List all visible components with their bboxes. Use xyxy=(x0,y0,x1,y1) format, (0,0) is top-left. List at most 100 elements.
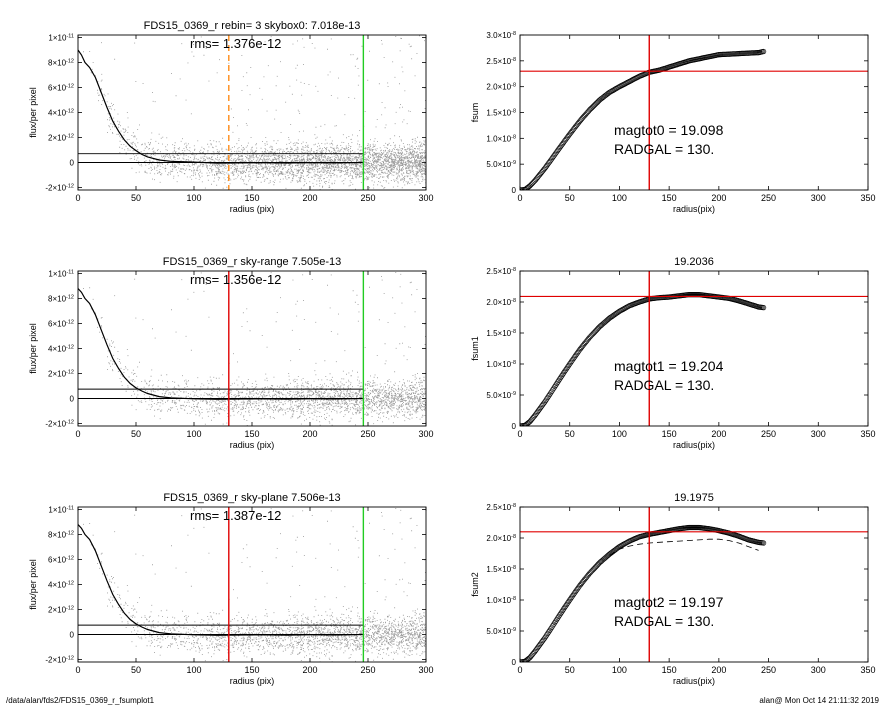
x-tick-label: 200 xyxy=(711,665,726,675)
mean-profile-line xyxy=(78,49,364,164)
fsum-point xyxy=(543,164,549,170)
fsum-point xyxy=(760,305,767,311)
x-tick-label: 250 xyxy=(761,429,776,439)
rms-annotation: rms= 1.387e-12 xyxy=(190,508,281,523)
x-tick-label: 50 xyxy=(565,665,575,675)
y-tick-label: 0 xyxy=(70,631,75,640)
y-axis-label: flux/per pixel xyxy=(28,559,38,610)
y-tick-label: 8×10-12 xyxy=(48,295,74,304)
fsum-point xyxy=(560,371,566,378)
y-tick-label: 5.0×10-9 xyxy=(486,627,516,636)
y-tick-label: 4×10-12 xyxy=(48,109,74,118)
y-tick-label: 2.0×10-8 xyxy=(486,298,516,307)
y-tick-label: 5.0×10-9 xyxy=(486,391,516,400)
y-tick-label: 3.0×10-8 xyxy=(486,31,516,40)
x-tick-label: 300 xyxy=(811,193,826,203)
rms-annotation: rms= 1.376e-12 xyxy=(190,36,281,51)
y-tick-label: 1.5×10-8 xyxy=(486,565,516,574)
panel-top-left: 0 50 100 150 200 250 300-2×10-1202×10-124×10-1… xyxy=(28,20,434,214)
chart-title: 19.1975 xyxy=(674,492,714,504)
y-tick-label: 2.0×10-8 xyxy=(486,534,516,543)
y-tick-label: 6×10-12 xyxy=(48,320,74,329)
x-tick-label: 150 xyxy=(662,193,677,203)
fsum-point xyxy=(559,373,565,379)
x-axis-label: radius(pix) xyxy=(673,676,715,686)
chart-title: FDS15_0369_r sky-plane 7.506e-13 xyxy=(163,492,340,504)
x-tick-label: 200 xyxy=(302,665,317,675)
y-tick-label: 1×10-11 xyxy=(48,34,74,43)
plot-frame xyxy=(519,270,869,427)
panel-middle-right: 0 50 100 150 200 250 300 350 0 5.0×10-9 1.0×10-8 1.… xyxy=(470,256,876,450)
x-tick-label: 200 xyxy=(302,429,317,439)
y-tick-label: 2×10-12 xyxy=(48,134,74,143)
x-tick-label: 300 xyxy=(418,429,433,439)
x-axis-label: radius (pix) xyxy=(230,676,275,686)
y-tick-label: 8×10-12 xyxy=(48,59,74,68)
plot-area xyxy=(78,271,426,426)
fsum-point xyxy=(760,48,767,55)
radgal-annotation: RADGAL = 130. xyxy=(614,377,714,393)
y-tick-label: 2×10-12 xyxy=(48,606,74,615)
plot-area xyxy=(520,271,868,426)
radgal-annotation: RADGAL = 130. xyxy=(614,613,714,629)
x-axis-label: radius(pix) xyxy=(673,440,715,450)
x-tick-label: 50 xyxy=(565,193,575,203)
y-tick-label: 2.0×10-8 xyxy=(486,83,516,92)
fsum-point xyxy=(542,635,548,641)
panel-bottom-left: 0 50 100 150 200 250 300-2×10-1202×10-124×10-1… xyxy=(28,492,434,686)
x-tick-label: 50 xyxy=(131,193,141,203)
x-tick-label: 150 xyxy=(662,665,677,675)
x-tick-label: 0 xyxy=(75,665,80,675)
mean-profile-line xyxy=(78,524,364,636)
x-tick-label: 350 xyxy=(860,193,875,203)
fsum-point xyxy=(542,399,548,405)
x-tick-label: 50 xyxy=(565,429,575,439)
magtot-annotation: magtot2 = 19.197 xyxy=(614,594,724,610)
y-tick-label: 4×10-12 xyxy=(48,345,74,354)
y-tick-label: 1×10-11 xyxy=(48,506,74,515)
x-tick-label: 100 xyxy=(186,193,201,203)
plot-frame xyxy=(77,34,427,191)
footer-stamp: alan@ Mon Oct 14 21:11:32 2019 xyxy=(759,696,879,705)
x-tick-label: 150 xyxy=(244,665,259,675)
plot-area xyxy=(520,507,868,662)
y-tick-label: 1.0×10-8 xyxy=(486,134,516,143)
y-tick-label: 0 xyxy=(512,658,517,667)
y-tick-label: -2×10-12 xyxy=(45,184,74,193)
x-tick-label: 350 xyxy=(860,429,875,439)
y-tick-label: 6×10-12 xyxy=(48,556,74,565)
x-tick-label: 200 xyxy=(302,193,317,203)
x-tick-label: 250 xyxy=(360,665,375,675)
x-tick-label: 150 xyxy=(244,429,259,439)
y-tick-label: 2.5×10-8 xyxy=(486,503,516,512)
x-tick-label: 300 xyxy=(418,665,433,675)
x-tick-label: 150 xyxy=(662,429,677,439)
x-tick-label: 150 xyxy=(244,193,259,203)
x-tick-label: 100 xyxy=(186,665,201,675)
x-tick-label: 0 xyxy=(517,429,522,439)
fsum-point xyxy=(543,633,549,639)
magtot-annotation: magtot0 = 19.098 xyxy=(614,122,724,138)
x-axis-label: radius (pix) xyxy=(230,440,275,450)
fsum-point xyxy=(760,540,767,546)
x-tick-label: 100 xyxy=(612,193,627,203)
y-tick-label: 1×10-11 xyxy=(48,270,74,279)
panel-middle-left: 0 50 100 150 200 250 300-2×10-1202×10-124×10-1… xyxy=(28,256,434,450)
y-tick-label: 0 xyxy=(512,422,517,431)
plot-area xyxy=(78,35,426,190)
x-tick-label: 50 xyxy=(131,429,141,439)
footer-path: /data/alan/fds2/FDS15_0369_r_fsumplot1 xyxy=(6,696,155,705)
plot-frame xyxy=(519,506,869,663)
plot-area xyxy=(78,507,426,662)
chart-title: FDS15_0369_r sky-range 7.505e-13 xyxy=(163,256,342,268)
mean-profile-line xyxy=(78,288,364,400)
y-axis-label: fsum xyxy=(470,103,480,123)
y-tick-label: 1.0×10-8 xyxy=(486,596,516,605)
x-tick-label: 300 xyxy=(811,665,826,675)
chart-title: 19.2036 xyxy=(674,256,714,268)
y-tick-label: -2×10-12 xyxy=(45,420,74,429)
plot-frame xyxy=(77,506,427,663)
x-tick-label: 100 xyxy=(186,429,201,439)
fsum-point xyxy=(560,141,566,147)
